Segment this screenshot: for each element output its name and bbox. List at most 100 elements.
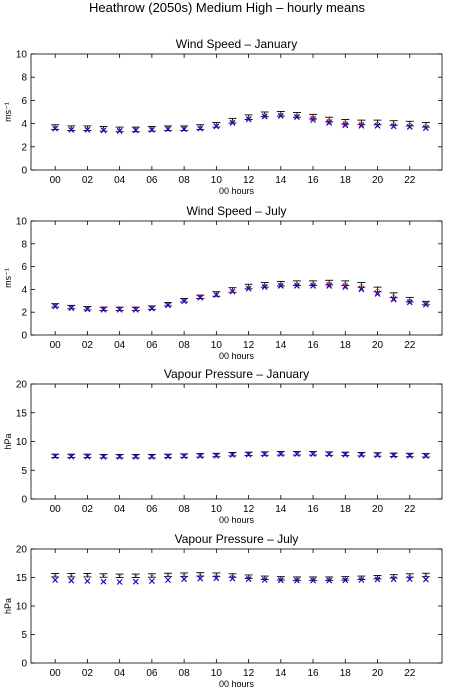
blue-point-stroke [165,126,171,133]
blue-point [213,292,220,298]
x-tick-label: 20 [372,504,384,515]
y-tick-label: 8 [21,73,27,84]
blue-point [406,124,413,130]
blue-point-stroke [197,295,204,301]
y-tick-label: 10 [16,50,28,61]
x-tick-label: 22 [404,175,416,186]
y-axis-label: ms⁻¹ [3,268,13,288]
blue-point-stroke [68,127,75,133]
blue-point-stroke [181,453,187,460]
x-tick-label: 22 [404,340,416,351]
x-tick-label: 04 [114,175,126,186]
red-point-stroke [390,295,397,302]
blue-point-stroke [423,453,429,460]
blue-point [68,305,75,312]
blue-point-stroke [342,122,349,129]
x-tick-label: 12 [243,504,255,515]
blue-point [423,453,429,460]
x-tick-label: 02 [82,175,94,186]
blue-point [84,306,91,313]
x-tick-label: 18 [340,504,352,515]
blue-point [116,307,123,313]
blue-point [116,579,123,585]
x-tick-label: 04 [114,504,126,515]
blue-point [342,284,349,290]
blue-point-stroke [294,283,300,289]
blue-point-stroke [326,283,333,289]
y-tick-label: 15 [16,408,28,419]
x-tick-label: 16 [307,504,319,515]
x-tick-label: 08 [179,668,191,679]
blue-point [229,120,236,126]
blue-point [261,284,268,290]
blue-point-stroke [229,575,236,582]
blue-point [84,453,91,460]
blue-point [342,451,349,458]
x-tick-label: 06 [146,175,158,186]
blue-point-stroke [68,305,75,312]
red-point [342,283,349,289]
blue-point [358,286,365,293]
blue-point-stroke [197,125,204,132]
blue-point [326,283,333,289]
blue-point-stroke [213,292,220,298]
blue-point [277,113,284,119]
y-tick-label: 10 [16,217,28,228]
blue-point-stroke [261,451,268,458]
x-tick-label: 10 [211,504,223,515]
blue-point-stroke [229,452,236,458]
x-tick-label: 06 [146,504,158,515]
blue-point [149,305,155,312]
blue-point [261,451,268,458]
blue-point-stroke [342,284,349,290]
y-tick-label: 0 [21,659,27,670]
figure-title: Heathrow (2050s) Medium High – hourly me… [89,0,366,15]
x-tick-label: 20 [372,175,384,186]
chart-title: Vapour Pressure – January [164,367,309,381]
blue-point [197,453,204,460]
blue-point [213,575,220,582]
red-point [374,290,381,296]
blue-point [326,451,333,458]
red-point-stroke [326,119,332,125]
blue-point-stroke [149,305,155,312]
x-tick-label: 14 [275,504,287,515]
blue-point-stroke [310,451,316,458]
blue-point [84,127,91,133]
blue-point-stroke [294,114,300,121]
blue-point-stroke [326,451,333,458]
blue-point-stroke [100,127,107,134]
blue-point [100,307,107,313]
blue-point [342,122,349,129]
blue-point-stroke [390,296,397,303]
blue-point [165,453,171,460]
blue-point-stroke [406,453,413,459]
x-tick-label: 02 [82,340,94,351]
blue-point [245,576,252,583]
x-tick-label: 08 [179,504,191,515]
x-tick-label: 16 [307,340,319,351]
x-tick-label: 06 [146,668,158,679]
blue-point-stroke [406,299,413,306]
blue-point [277,577,284,584]
red-point [326,282,332,288]
blue-point [149,454,155,460]
y-tick-label: 4 [21,285,27,296]
blue-point [52,453,59,460]
blue-point [197,575,204,582]
x-tick-label: 14 [275,340,287,351]
blue-point [406,576,413,583]
blue-point-stroke [52,577,59,583]
blue-point-stroke [132,578,139,585]
y-tick-label: 0 [21,495,27,506]
x-tick-label: 20 [372,340,384,351]
blue-point [52,303,59,310]
y-tick-label: 8 [21,239,27,250]
blue-point-stroke [52,303,59,310]
blue-point-stroke [390,576,397,583]
red-point-stroke [358,285,365,292]
x-tick-label: 18 [340,175,352,186]
x-tick-label: 00 [50,175,62,186]
red-point [358,285,365,292]
y-tick-label: 10 [16,602,28,613]
